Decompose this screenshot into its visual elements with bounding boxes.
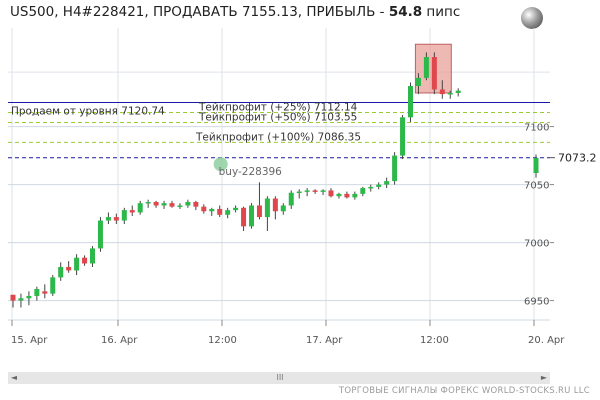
candle-body	[129, 210, 135, 213]
candle-body	[169, 203, 175, 207]
candle-body	[415, 77, 421, 86]
scroll-left-arrow[interactable]: ◄	[10, 373, 18, 382]
chart-labels: Продаем от уровня 7120.74 Тейкпрофит (+25…	[11, 102, 597, 346]
candle-body	[201, 206, 207, 212]
candle-body	[376, 184, 382, 187]
candle-body	[58, 266, 64, 278]
candle-body	[336, 193, 342, 197]
y-tick-label: 7000	[524, 239, 549, 250]
globe-icon[interactable]	[521, 7, 543, 29]
x-tick-label: 20. Apr	[528, 335, 565, 346]
profit-unit: пипс	[422, 4, 461, 20]
x-tick-label: 12:00	[208, 335, 237, 346]
take-profit-label: Тейкпрофит (+100%) 7086.35	[195, 131, 361, 143]
candle-body	[82, 257, 88, 264]
candle-body	[50, 277, 56, 294]
title-prefix: US500, H4#228421, ПРОДАВАТЬ 7155.13, ПРИ…	[10, 4, 389, 20]
profit-value: 54.8	[388, 4, 423, 20]
candle-body	[233, 207, 239, 211]
candle-body	[145, 202, 151, 204]
candle-body	[42, 291, 48, 294]
candle-body	[241, 207, 247, 227]
candle-body	[384, 181, 390, 185]
candle-body	[97, 220, 103, 249]
candle-body	[352, 193, 358, 198]
candle-body	[217, 208, 223, 215]
candle-body	[455, 90, 461, 93]
candle-body	[225, 210, 231, 215]
candle-body	[447, 92, 453, 95]
buy-marker	[213, 157, 228, 172]
candle-body	[137, 203, 143, 213]
candle-body	[256, 205, 262, 218]
candle-body	[34, 289, 40, 296]
candle-body	[193, 202, 199, 207]
scroll-right-arrow[interactable]: ►	[540, 373, 548, 382]
x-tick-label: 17. Apr	[306, 335, 343, 346]
candle-body	[113, 217, 119, 221]
level-lines	[8, 102, 550, 159]
candle-body	[400, 117, 406, 156]
y-tick-label: 6950	[524, 297, 549, 308]
candle-body	[431, 57, 437, 90]
candle-body	[360, 188, 366, 194]
candle-body	[177, 205, 183, 207]
x-tick-label: 15. Apr	[11, 335, 48, 346]
candle-body	[74, 257, 80, 271]
x-tick-label: 16. Apr	[101, 335, 138, 346]
candle-body	[153, 202, 159, 206]
candle-body	[533, 157, 539, 173]
y-tick-label: 7050	[524, 181, 549, 192]
candle-body	[439, 89, 445, 95]
footer-brand: ТОРГОВЫЕ СИГНАЛЫ ФОРЕКС WORLD-STOCKS.RU …	[338, 386, 590, 396]
candle-body	[105, 217, 111, 221]
candle-body	[272, 198, 278, 212]
current-price-label: 7073.2	[558, 152, 597, 165]
price-chart[interactable]: Продаем от уровня 7120.74 Тейкпрофит (+25…	[0, 0, 600, 372]
x-tick-label: 12:00	[420, 335, 449, 346]
candle-body	[344, 193, 350, 198]
candle-body	[304, 190, 310, 192]
candle-body	[121, 210, 127, 221]
candle-body	[10, 294, 16, 301]
horizontal-scrollbar[interactable]: ◄ III ►	[8, 372, 550, 384]
take-profit-label: Тейкпрофит (+25%) 7112.14	[198, 102, 358, 114]
take-profit-label: Тейкпрофит (+50%) 7103.55	[198, 111, 357, 123]
buy-marker-label: buy-228396	[219, 166, 283, 178]
y-tick-label: 7100	[524, 123, 549, 134]
candle-body	[368, 186, 374, 189]
sell-level-label: Продаем от уровня 7120.74	[11, 106, 165, 118]
scroll-thumb[interactable]: III	[276, 373, 284, 382]
candle-body	[280, 205, 286, 212]
candle-body	[423, 57, 429, 78]
candle-body	[288, 192, 294, 206]
candle-body	[26, 295, 32, 299]
candle-body	[18, 298, 24, 301]
candle-body	[328, 190, 334, 197]
candle-body	[392, 155, 398, 182]
candles	[10, 52, 539, 308]
candle-body	[90, 248, 95, 264]
chart-title: US500, H4#228421, ПРОДАВАТЬ 7155.13, ПРИ…	[10, 4, 460, 20]
candle-body	[312, 190, 318, 192]
candle-body	[408, 86, 413, 118]
candle-body	[264, 198, 270, 218]
candle-body	[320, 190, 326, 192]
candle-body	[66, 266, 72, 271]
candle-body	[161, 203, 167, 206]
candle-body	[249, 205, 254, 227]
candle-body	[296, 191, 302, 194]
candle-body	[209, 208, 215, 212]
chart-grid	[8, 28, 550, 324]
candle-body	[185, 202, 191, 206]
